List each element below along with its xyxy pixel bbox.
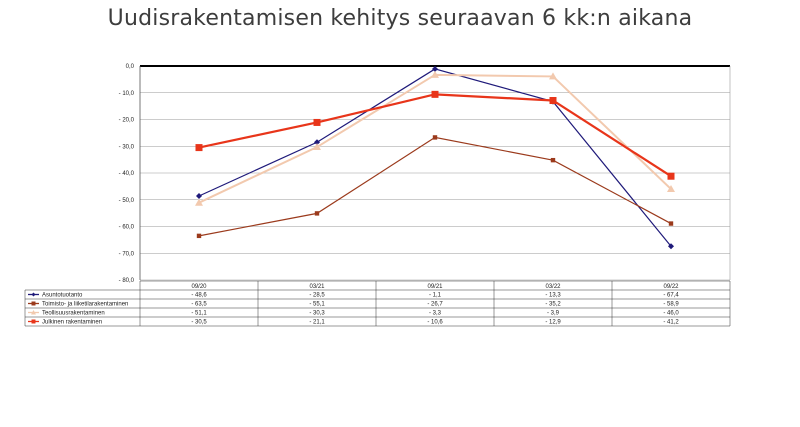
data-point [431, 70, 439, 78]
data-label: - 67,4 [663, 293, 679, 299]
y-tick-label: - 40,0 [119, 171, 135, 177]
data-label: - 46,0 [663, 311, 679, 317]
legend-label: Julkinen rakentaminen [42, 320, 102, 326]
data-label: - 3,3 [429, 311, 442, 317]
data-point [313, 118, 321, 126]
gridlines [139, 65, 731, 281]
data-point [668, 243, 674, 250]
data-point [196, 193, 202, 200]
data-label: - 55,1 [309, 302, 325, 308]
y-tick-label: 0,0 [126, 64, 135, 70]
y-tick-label: - 20,0 [119, 118, 135, 124]
data-point [314, 211, 320, 216]
data-point [667, 185, 675, 193]
series-lines [195, 65, 675, 250]
data-point [195, 144, 203, 152]
data-point [668, 221, 674, 226]
legend-marker [31, 310, 36, 315]
data-label: - 12,9 [545, 320, 561, 326]
data-label: - 3,9 [547, 311, 560, 317]
y-axis: 0,0 - 10,0 - 20,0 - 30,0 - 40,0 - 50,0 - 60,0 -… [119, 64, 135, 284]
y-tick-label: - 10,0 [119, 91, 135, 97]
x-category-label: 09/20 [191, 284, 207, 290]
data-label: - 10,6 [427, 320, 443, 326]
legend-marker [31, 301, 36, 306]
data-label: - 1,1 [429, 293, 442, 299]
legend-label: Asuntotuotanto [42, 293, 83, 299]
series-line [198, 136, 672, 237]
chart-title: Uudisrakentamisen kehitys seuraavan 6 kk… [107, 6, 693, 31]
data-point [550, 157, 556, 163]
data-label: - 21,1 [309, 320, 325, 326]
data-point [549, 72, 557, 80]
data-point [431, 90, 439, 98]
data-label: - 63,5 [191, 302, 207, 308]
data-label: - 41,2 [663, 320, 679, 326]
data-point [313, 143, 321, 151]
data-label: - 30,3 [309, 311, 325, 317]
x-category-label: 03/22 [545, 284, 561, 290]
legend-label: Toimisto- ja liiketilarakentaminen [42, 302, 128, 308]
legend-marker [31, 292, 36, 297]
data-point [667, 172, 675, 180]
legend-marker [31, 319, 36, 324]
data-point [549, 97, 557, 105]
data-label: - 51,1 [191, 311, 207, 317]
data-point [196, 233, 202, 239]
x-category-label: 03/21 [309, 284, 325, 290]
data-label: - 13,3 [545, 293, 561, 299]
data-label: - 48,6 [191, 293, 207, 299]
data-label: - 35,2 [545, 302, 561, 308]
data-point [314, 139, 320, 146]
data-table: 09/20 03/21 09/21 03/22 09/22 Asuntotuotanto -… [24, 280, 731, 327]
legend-label: Teollisuusrakentaminen [42, 311, 105, 317]
data-point [195, 198, 203, 206]
data-point [432, 65, 438, 72]
y-tick-label: - 70,0 [119, 251, 135, 257]
data-label: - 26,7 [427, 302, 443, 308]
data-label: - 30,5 [191, 320, 207, 326]
y-tick-label: - 50,0 [119, 198, 135, 204]
data-label: - 58,9 [663, 302, 679, 308]
y-tick-label: - 30,0 [119, 144, 135, 150]
data-point [432, 135, 438, 140]
x-category-label: 09/21 [427, 284, 443, 290]
y-tick-label: - 80,0 [119, 278, 135, 284]
x-category-label: 09/22 [663, 284, 679, 290]
data-label: - 28,5 [309, 293, 325, 299]
y-tick-label: - 60,0 [119, 225, 135, 231]
